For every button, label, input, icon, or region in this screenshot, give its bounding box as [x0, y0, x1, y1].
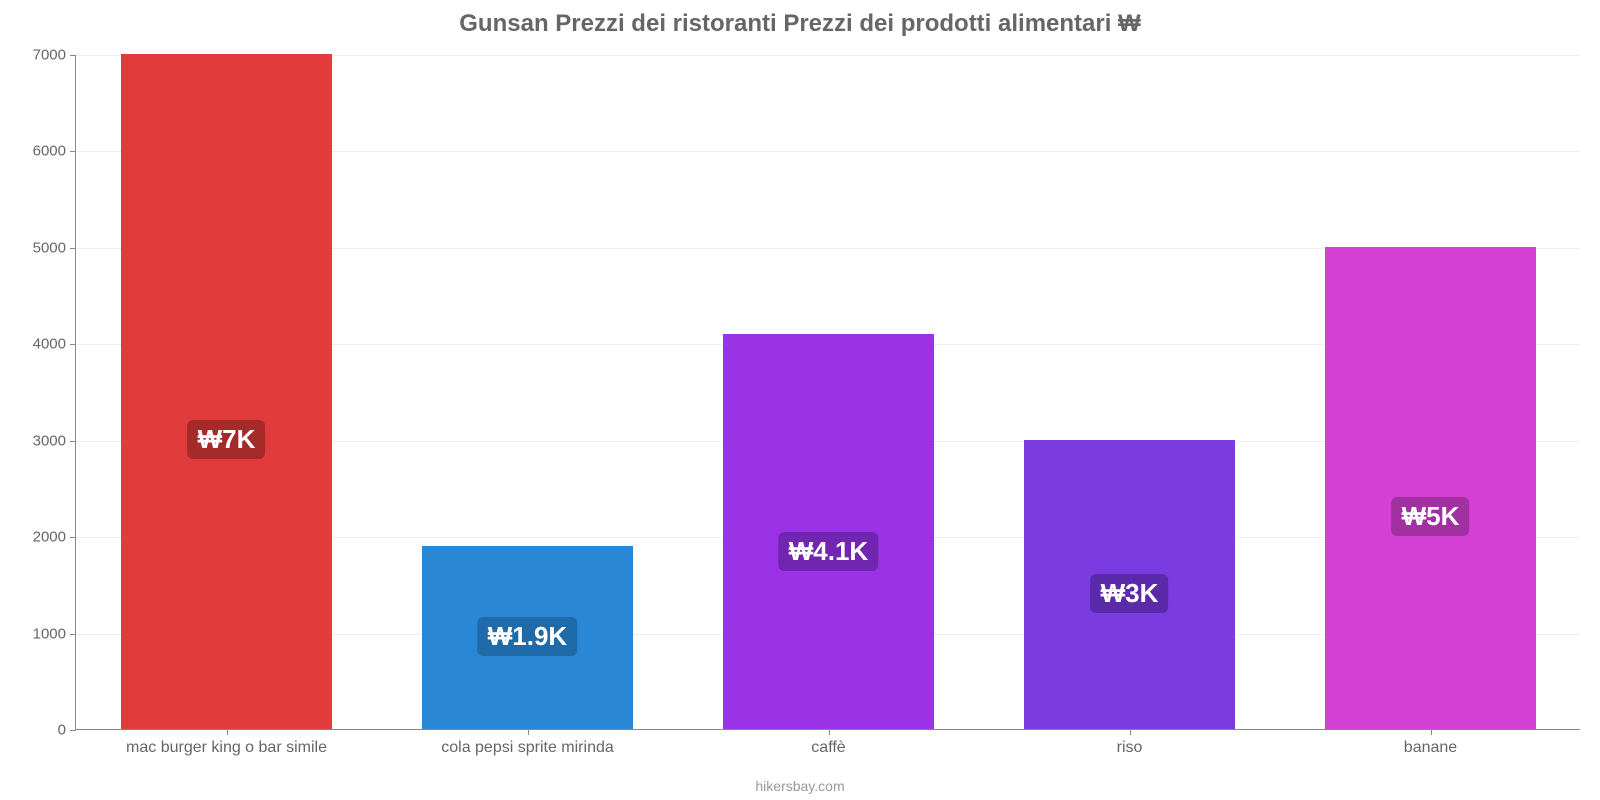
chart-title: Gunsan Prezzi dei ristoranti Prezzi dei …	[0, 0, 1600, 38]
y-tick-label: 6000	[33, 143, 76, 160]
bar: ₩4.1K	[723, 334, 934, 729]
y-tick-label: 3000	[33, 432, 76, 449]
x-axis-label: cola pepsi sprite mirinda	[441, 729, 614, 757]
bar: ₩1.9K	[422, 546, 633, 729]
bar: ₩7K	[121, 54, 332, 729]
x-axis-label: banane	[1404, 729, 1457, 757]
y-tick-label: 0	[58, 722, 76, 739]
bars-container: ₩7K ₩1.9K ₩4.1K ₩3K ₩5K	[76, 55, 1580, 729]
x-axis-label: riso	[1117, 729, 1143, 757]
bar-value-label: ₩4.1K	[779, 532, 878, 571]
bar: ₩3K	[1024, 440, 1235, 729]
bar-value-label: ₩1.9K	[478, 617, 577, 656]
x-axis-label: mac burger king o bar simile	[126, 729, 327, 757]
footer-credit: hikersbay.com	[0, 778, 1600, 794]
x-axis-label: caffè	[811, 729, 845, 757]
y-tick-label: 4000	[33, 336, 76, 353]
y-tick-label: 5000	[33, 239, 76, 256]
bar-value-label: ₩5K	[1392, 497, 1470, 536]
y-tick-label: 1000	[33, 625, 76, 642]
bar-value-label: ₩3K	[1091, 574, 1169, 613]
y-tick-label: 2000	[33, 529, 76, 546]
bar: ₩5K	[1325, 247, 1536, 729]
bar-value-label: ₩7K	[188, 420, 266, 459]
plot-area: 01000200030004000500060007000 ₩7K₩1.9K₩4…	[75, 55, 1580, 730]
y-tick-label: 7000	[33, 47, 76, 64]
